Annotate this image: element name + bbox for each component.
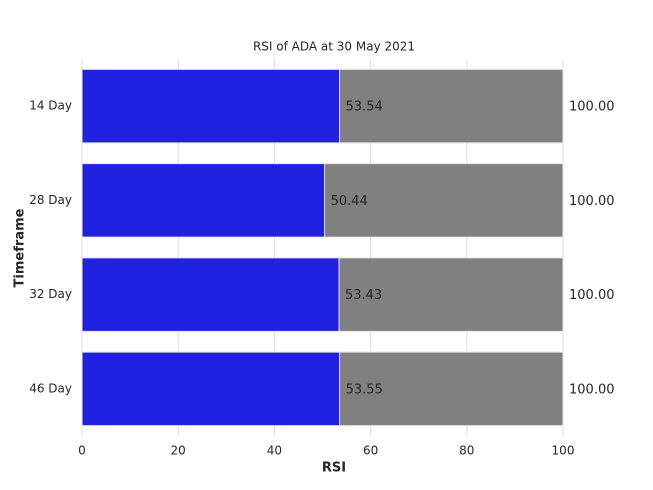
- value-label: 50.44: [331, 194, 368, 209]
- value-label: 53.55: [346, 382, 383, 397]
- x-tick-label: 40: [267, 444, 282, 458]
- x-tick-label: 80: [459, 444, 474, 458]
- value-label: 100.00: [569, 382, 615, 397]
- value-label: 53.54: [346, 100, 383, 115]
- x-tick-label: 60: [363, 444, 378, 458]
- value-label: 53.43: [345, 288, 382, 303]
- x-tick-label: 0: [78, 444, 86, 458]
- value-label: 100.00: [569, 288, 615, 303]
- y-tick-label: 28 Day: [29, 193, 72, 207]
- bar: [81, 163, 326, 238]
- chart-title: RSI of ADA at 30 May 2021: [253, 40, 415, 54]
- x-tick-label: 100: [552, 444, 575, 458]
- x-axis-title: RSI: [322, 461, 346, 476]
- bar: [81, 351, 341, 427]
- y-axis-title: Timeframe: [13, 208, 28, 287]
- y-tick-label: 32 Day: [29, 287, 72, 301]
- value-label: 100.00: [569, 100, 615, 115]
- y-tick-label: 46 Day: [29, 381, 72, 395]
- x-tick-label: 20: [171, 444, 186, 458]
- bar: [81, 68, 341, 144]
- y-tick-label: 14 Day: [29, 99, 72, 113]
- value-label: 100.00: [569, 194, 615, 209]
- bar: [81, 257, 340, 332]
